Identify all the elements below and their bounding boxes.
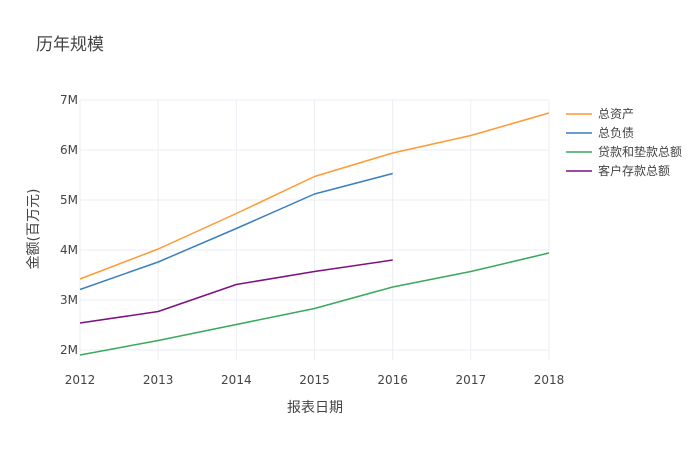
legend-item-label: 贷款和垫款总额 bbox=[598, 144, 682, 159]
legend-item-label: 客户存款总额 bbox=[598, 163, 670, 178]
x-axis-ticks: 2012 2013 2014 2015 2016 2017 2018 bbox=[65, 373, 565, 387]
x-tick-label: 2012 bbox=[65, 373, 96, 387]
x-tick-label: 2015 bbox=[299, 373, 330, 387]
chart-title: 历年规模 bbox=[36, 35, 104, 55]
y-tick-label: 4M bbox=[60, 243, 78, 257]
y-tick-label: 3M bbox=[60, 293, 78, 307]
grid bbox=[79, 99, 550, 360]
series-layer bbox=[79, 112, 550, 356]
x-tick-label: 2018 bbox=[534, 373, 565, 387]
legend-item-label: 总负债 bbox=[598, 126, 634, 140]
series-line-2 bbox=[79, 252, 550, 356]
y-axis-ticks: 2M 3M 4M 5M 6M 7M bbox=[60, 93, 78, 357]
y-tick-label: 5M bbox=[60, 193, 78, 207]
y-tick-label: 7M bbox=[60, 93, 78, 107]
y-tick-label: 2M bbox=[60, 343, 78, 357]
y-axis-title: 金额(百万元) bbox=[26, 189, 42, 270]
x-axis-title: 报表日期 bbox=[287, 400, 343, 416]
y-tick-label: 6M bbox=[60, 143, 78, 157]
x-tick-label: 2013 bbox=[143, 373, 174, 387]
series-line-3 bbox=[79, 259, 393, 324]
x-tick-label: 2016 bbox=[377, 373, 408, 387]
series-line-0 bbox=[79, 112, 550, 280]
legend-item-label: 总资产 bbox=[598, 107, 634, 121]
series-line-1 bbox=[79, 172, 393, 291]
x-tick-label: 2017 bbox=[456, 373, 487, 387]
x-tick-label: 2014 bbox=[221, 373, 252, 387]
